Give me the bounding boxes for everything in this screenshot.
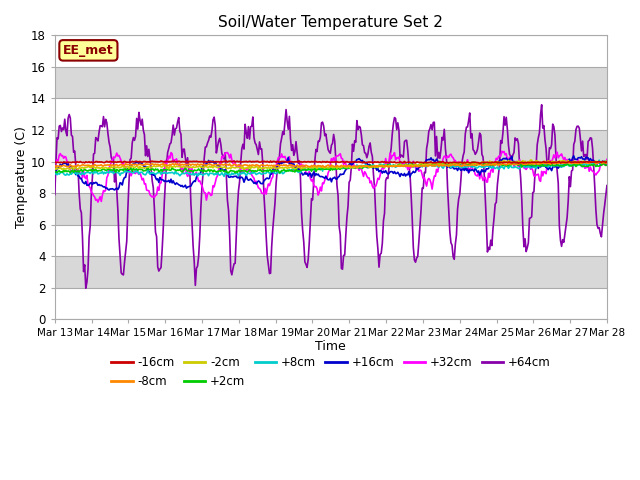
Bar <box>55 162 607 193</box>
Bar <box>55 193 607 225</box>
Bar <box>55 98 607 130</box>
Bar <box>55 256 607 288</box>
Legend: -16cm, -8cm, -2cm, +2cm, +8cm, +16cm, +32cm, +64cm: -16cm, -8cm, -2cm, +2cm, +8cm, +16cm, +3… <box>107 352 555 393</box>
Text: EE_met: EE_met <box>63 44 114 57</box>
Bar <box>55 130 607 162</box>
Y-axis label: Temperature (C): Temperature (C) <box>15 126 28 228</box>
Bar <box>55 36 607 67</box>
Bar <box>55 225 607 256</box>
Bar <box>55 288 607 319</box>
Bar <box>55 67 607 98</box>
X-axis label: Time: Time <box>316 340 346 353</box>
Title: Soil/Water Temperature Set 2: Soil/Water Temperature Set 2 <box>218 15 444 30</box>
